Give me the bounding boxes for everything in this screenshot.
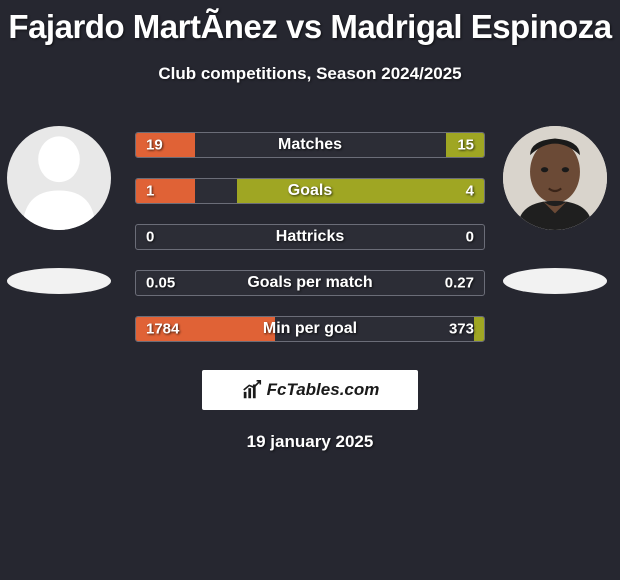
stat-value-left: 1784 — [146, 321, 179, 338]
stats-table: 19 15 Matches 1 4 Goals 0 0 Hattricks 0.05 0.27 Goa… — [135, 132, 485, 342]
stat-row: 1784 373 Min per goal — [135, 316, 485, 342]
player-left-column — [4, 126, 114, 294]
stat-row: 0 0 Hattricks — [135, 224, 485, 250]
stat-bar-right — [237, 179, 484, 203]
stat-value-right: 4 — [466, 183, 474, 200]
comparison-title: Fajardo MartÃ­nez vs Madrigal Espinoza — [0, 0, 620, 46]
stat-value-left: 0 — [146, 229, 154, 246]
player-right-column — [500, 126, 610, 294]
brand-badge[interactable]: FcTables.com — [202, 370, 418, 410]
chart-icon — [241, 379, 263, 401]
player-photo-icon — [503, 126, 607, 230]
stat-bar-left — [136, 133, 195, 157]
stat-label: Goals — [288, 182, 332, 200]
silhouette-icon — [7, 126, 111, 230]
stat-label: Min per goal — [263, 320, 357, 338]
player-right-flag — [503, 268, 607, 294]
comparison-content: 19 15 Matches 1 4 Goals 0 0 Hattricks 0.05 0.27 Goa… — [0, 132, 620, 452]
stat-bar-right — [474, 317, 484, 341]
subtitle: Club competitions, Season 2024/2025 — [0, 64, 620, 84]
stat-label: Hattricks — [276, 228, 344, 246]
stat-bar-left — [136, 179, 195, 203]
stat-value-left: 19 — [146, 137, 163, 154]
player-left-flag — [7, 268, 111, 294]
stat-row: 1 4 Goals — [135, 178, 485, 204]
stat-value-right: 0.27 — [445, 275, 474, 292]
stat-label: Goals per match — [247, 274, 372, 292]
stat-value-left: 0.05 — [146, 275, 175, 292]
stat-row: 19 15 Matches — [135, 132, 485, 158]
stat-value-right: 373 — [449, 321, 474, 338]
player-right-avatar — [503, 126, 607, 230]
stat-row: 0.05 0.27 Goals per match — [135, 270, 485, 296]
stat-value-right: 0 — [466, 229, 474, 246]
stat-label: Matches — [278, 136, 342, 154]
stat-value-right: 15 — [457, 137, 474, 154]
stat-value-left: 1 — [146, 183, 154, 200]
snapshot-date: 19 january 2025 — [0, 432, 620, 452]
player-left-avatar — [7, 126, 111, 230]
brand-text: FcTables.com — [267, 380, 380, 400]
